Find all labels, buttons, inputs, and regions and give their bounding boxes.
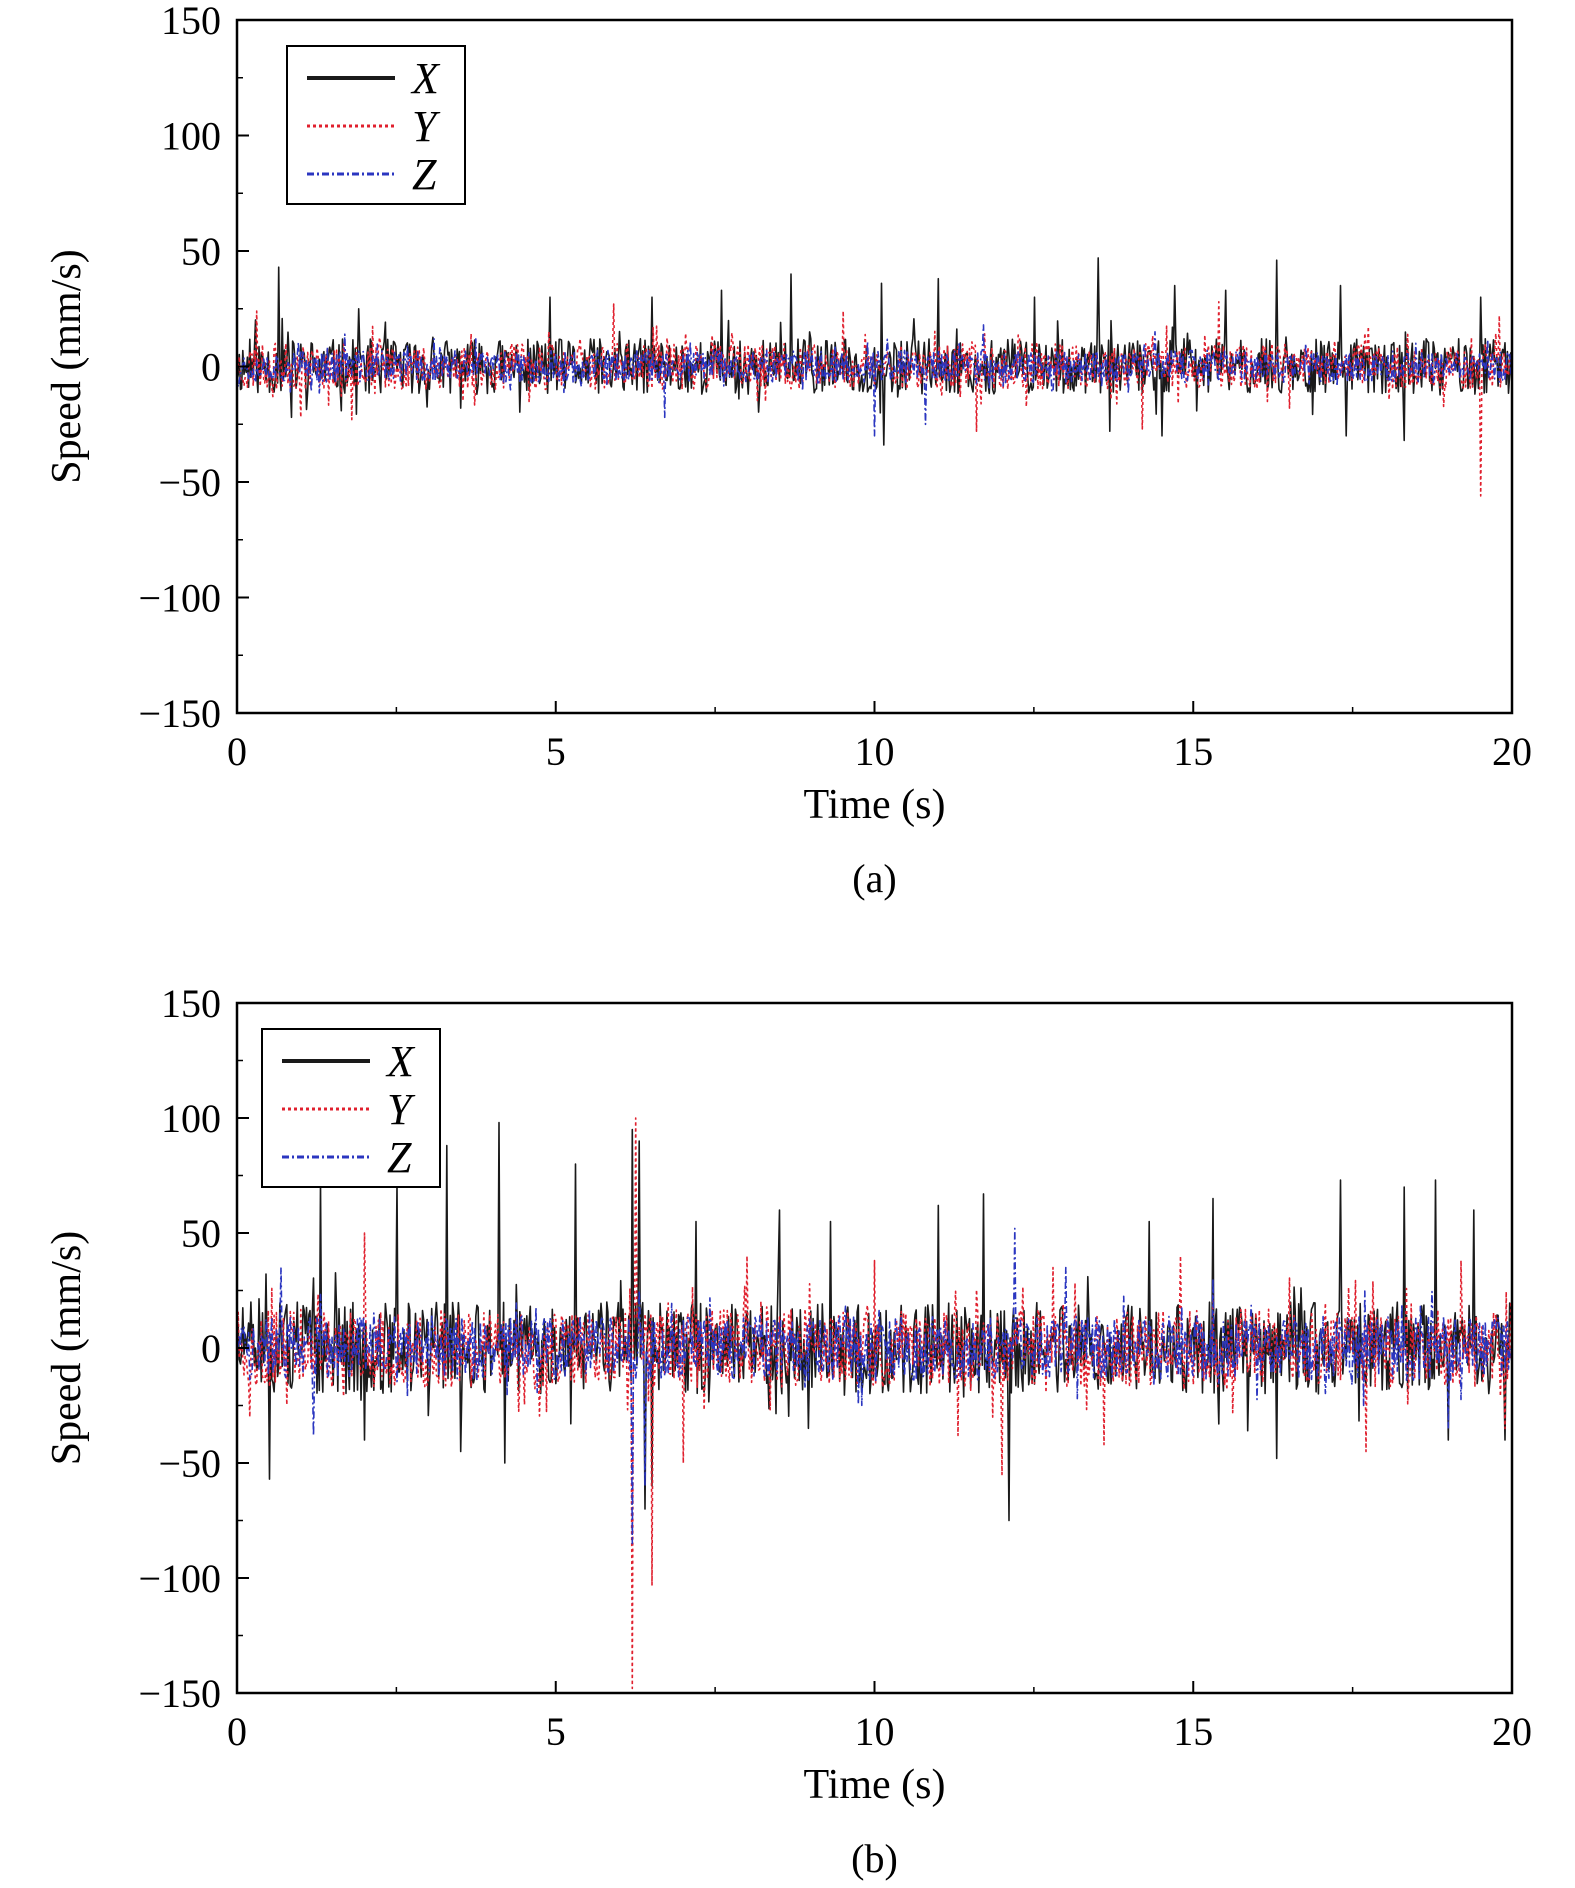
y-tick-label: 50 <box>181 1211 221 1256</box>
y-tick-label: −100 <box>138 1556 221 1601</box>
x-tick-label: 5 <box>546 1709 566 1754</box>
y-tick-label: 0 <box>201 345 221 390</box>
legend: XYZ <box>286 45 466 205</box>
x-tick-label: 0 <box>227 729 247 774</box>
legend-label-z: Z <box>412 150 437 199</box>
y-axis-title: Speed (mm/s) <box>44 1231 90 1465</box>
series-line-y <box>237 1117 1512 1690</box>
chart-panel-2: 0 5 10 15 20 150 100 50 0 −50 −100 −150 Time (s) Spee… <box>44 981 1532 1881</box>
x-tick-label: 0 <box>227 1709 247 1754</box>
y-axis-title: Speed (mm/s) <box>44 249 90 483</box>
x-axis-title: Time (s) <box>804 782 946 828</box>
legend-label-y: Y <box>412 102 441 151</box>
x-tick-label: 10 <box>855 729 895 774</box>
y-tick-label: 150 <box>161 0 221 43</box>
panel-label: (b) <box>851 1836 898 1881</box>
series-line-z <box>237 1227 1512 1545</box>
legend-label-y: Y <box>387 1085 416 1134</box>
y-tick-label: 100 <box>161 114 221 159</box>
x-tick-label: 5 <box>546 729 566 774</box>
legend-label-x: X <box>410 54 441 103</box>
x-axis-title: Time (s) <box>804 1762 946 1808</box>
legend: XYZ <box>261 1028 441 1188</box>
y-tick-label: −150 <box>138 691 221 736</box>
y-tick-label: −100 <box>138 576 221 621</box>
y-tick-label: 100 <box>161 1096 221 1141</box>
series-line-z <box>237 324 1512 437</box>
x-tick-label: 15 <box>1173 1709 1213 1754</box>
legend-label-z: Z <box>387 1133 412 1182</box>
plot-area <box>237 257 1512 497</box>
plot-area <box>237 1117 1512 1690</box>
legend-label-x: X <box>385 1037 416 1086</box>
chart-panel-1: 0 5 10 15 20 150 100 50 0 −50 −100 −150 Time (s) Spee… <box>44 0 1532 901</box>
series-line-y <box>237 301 1512 497</box>
panel-label: (a) <box>852 856 896 901</box>
y-tick-label: 0 <box>201 1326 221 1371</box>
x-tick-label: 10 <box>855 1709 895 1754</box>
y-tick-label: −50 <box>158 460 221 505</box>
y-tick-label: −150 <box>138 1671 221 1716</box>
y-tick-label: 150 <box>161 981 221 1026</box>
x-tick-label: 20 <box>1492 1709 1532 1754</box>
y-tick-label: 50 <box>181 229 221 274</box>
x-tick-label: 15 <box>1173 729 1213 774</box>
x-tick-label: 20 <box>1492 729 1532 774</box>
y-tick-label: −50 <box>158 1441 221 1486</box>
